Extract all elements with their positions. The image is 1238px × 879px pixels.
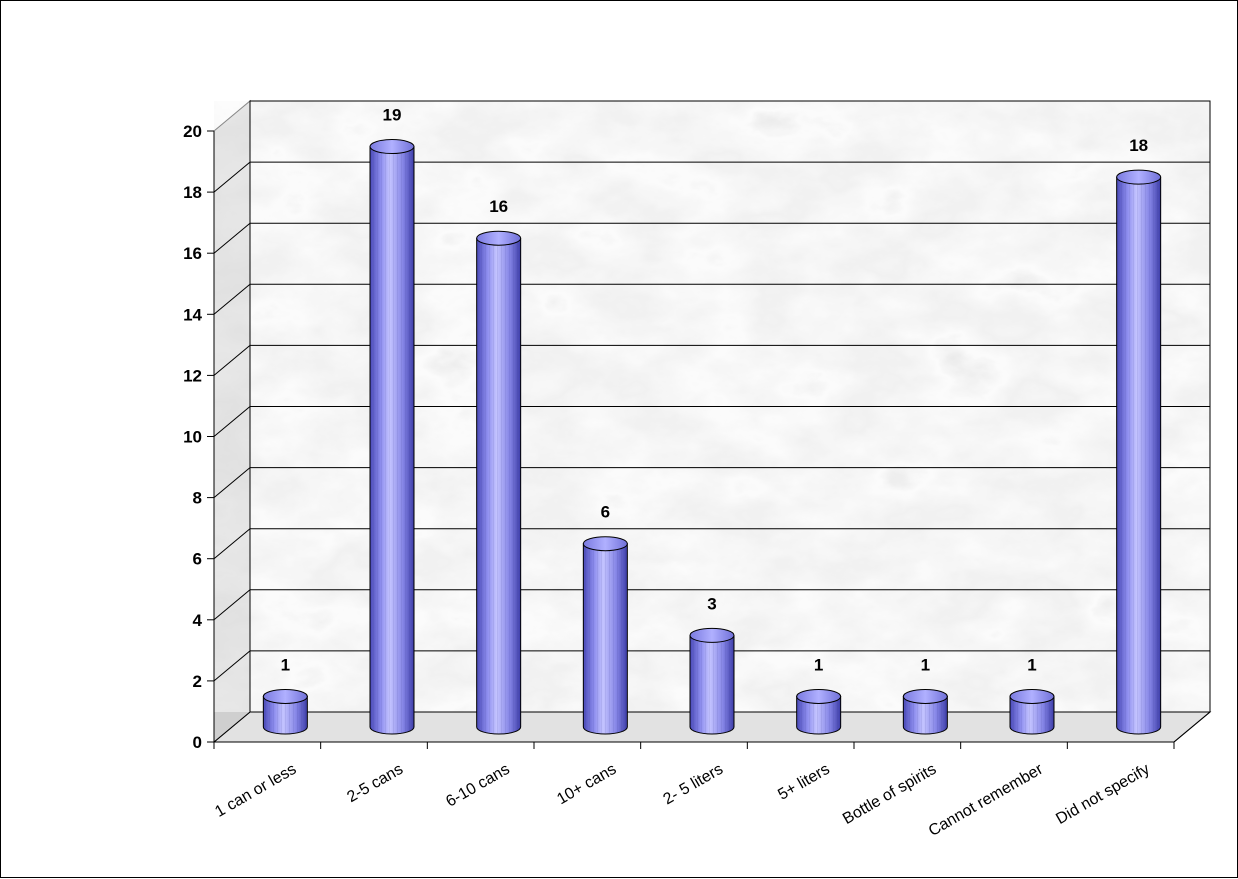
bar-6 bbox=[902, 688, 948, 735]
y-tick-label-18: 18 bbox=[183, 183, 202, 202]
y-tick-label-8: 8 bbox=[193, 489, 202, 508]
floor-edge bbox=[1173, 711, 1211, 743]
bar-cap-8 bbox=[1116, 169, 1162, 185]
gridline-8 bbox=[213, 467, 1210, 498]
bar-cap-2 bbox=[476, 230, 522, 246]
bar-8 bbox=[1116, 169, 1162, 735]
bar-5 bbox=[796, 688, 842, 735]
bar-ribs-1 bbox=[370, 146, 414, 735]
gridline-4 bbox=[213, 589, 1210, 621]
category-label-6: Bottle of spirits bbox=[840, 761, 939, 828]
y-tick-label-10: 10 bbox=[183, 428, 202, 447]
bars bbox=[262, 139, 1162, 735]
data-label-1: 19 bbox=[383, 106, 402, 125]
gridline-16 bbox=[213, 222, 1210, 254]
gridline-6 bbox=[213, 528, 1210, 560]
bar-3 bbox=[582, 536, 628, 735]
data-label-6: 1 bbox=[921, 655, 930, 674]
bar-ribs-4 bbox=[690, 635, 734, 734]
category-label-0: 1 can or less bbox=[212, 761, 299, 821]
gridline-18 bbox=[213, 161, 1210, 193]
gridline-10 bbox=[213, 406, 1210, 437]
y-tick-label-2: 2 bbox=[193, 672, 202, 691]
bar-cap-5 bbox=[796, 688, 842, 704]
data-label-4: 3 bbox=[707, 594, 716, 613]
bar-2 bbox=[476, 230, 522, 735]
category-label-3: 10+ cans bbox=[554, 761, 619, 808]
y-tick-label-0: 0 bbox=[193, 733, 202, 752]
bar-ribs-0 bbox=[263, 696, 308, 734]
bar-ribs-3 bbox=[583, 543, 628, 734]
data-label-0: 1 bbox=[281, 655, 290, 674]
bar-cap-1 bbox=[369, 139, 415, 155]
gridlines bbox=[213, 161, 1210, 682]
category-label-2: 6-10 cans bbox=[443, 761, 512, 811]
data-label-7: 1 bbox=[1027, 655, 1036, 674]
bar-7 bbox=[1009, 688, 1055, 735]
bar-cap-6 bbox=[902, 688, 948, 704]
bar-1 bbox=[369, 139, 415, 735]
gridline-2 bbox=[213, 650, 1210, 682]
y-tick-label-4: 4 bbox=[193, 611, 203, 630]
bar-ribs-6 bbox=[903, 696, 948, 734]
bar-0 bbox=[262, 688, 308, 735]
data-label-3: 6 bbox=[601, 503, 610, 522]
bar-cap-3 bbox=[582, 536, 628, 552]
data-label-5: 1 bbox=[814, 655, 823, 674]
gridline-12 bbox=[213, 344, 1210, 376]
bar-ribs-7 bbox=[1010, 696, 1054, 734]
bar-ribs-8 bbox=[1116, 177, 1161, 735]
category-label-8: Did not specify bbox=[1053, 761, 1152, 828]
axes bbox=[207, 130, 1211, 749]
side-wall-texture bbox=[214, 101, 250, 712]
data-label-8: 18 bbox=[1129, 136, 1148, 155]
category-label-4: 2- 5 liters bbox=[661, 761, 726, 809]
category-label-5: 5+ liters bbox=[775, 761, 832, 804]
bar-ribs-5 bbox=[796, 696, 841, 734]
y-tick-label-6: 6 bbox=[193, 550, 202, 569]
y-tick-label-20: 20 bbox=[183, 122, 202, 141]
y-tick-label-16: 16 bbox=[183, 244, 202, 263]
y-tick-label-12: 12 bbox=[183, 366, 202, 385]
data-label-2: 16 bbox=[489, 197, 508, 216]
category-label-1: 2-5 cans bbox=[344, 761, 406, 806]
category-label-7: Cannot remember bbox=[926, 760, 1047, 840]
bar-4 bbox=[689, 627, 735, 735]
bar-cap-7 bbox=[1009, 688, 1055, 704]
gridline-14 bbox=[213, 283, 1210, 315]
bar-cap-0 bbox=[262, 688, 308, 704]
y-tick-label-14: 14 bbox=[183, 305, 202, 324]
bar-ribs-2 bbox=[476, 238, 521, 734]
bar-cap-4 bbox=[689, 627, 735, 643]
